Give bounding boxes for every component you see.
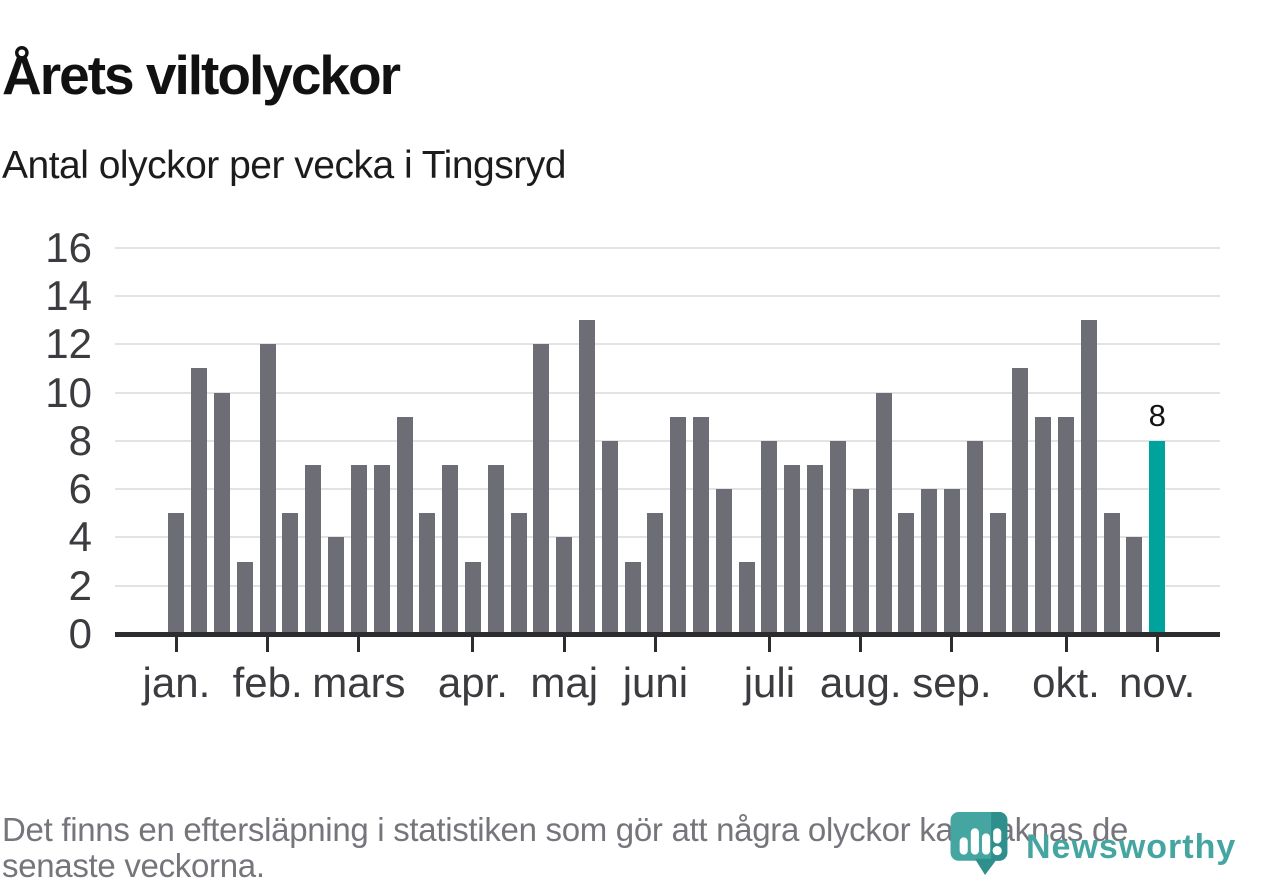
bar-week-30 bbox=[829, 440, 846, 634]
x-axis-label-nov: nov. bbox=[1119, 659, 1196, 706]
gridline-y-14 bbox=[115, 294, 1220, 297]
y-axis-label-2: 2 bbox=[68, 561, 92, 609]
bar-week-21 bbox=[624, 561, 641, 634]
x-axis-tick-maj bbox=[562, 637, 566, 652]
x-axis-label-okt: okt. bbox=[1032, 659, 1100, 706]
bar-week-40 bbox=[1058, 416, 1074, 634]
bar-week-18 bbox=[556, 537, 573, 634]
bar-week-14 bbox=[464, 561, 481, 634]
x-axis-label-jan: jan. bbox=[142, 659, 211, 706]
bar-week-9 bbox=[350, 465, 367, 634]
y-axis-label-4: 4 bbox=[68, 513, 92, 561]
bar-week-8 bbox=[328, 537, 345, 634]
x-axis-tick-mars bbox=[357, 637, 361, 652]
y-axis-label-6: 6 bbox=[68, 465, 92, 513]
y-axis-label-8: 8 bbox=[68, 416, 92, 464]
bar-week-37 bbox=[989, 513, 1006, 635]
bar-week-39 bbox=[1035, 416, 1052, 634]
bar-week-13 bbox=[442, 465, 459, 634]
newsworthy-speech-bubble-barchart-icon bbox=[950, 812, 1008, 875]
x-axis-label-feb: feb. bbox=[232, 659, 303, 706]
bar-week-28 bbox=[784, 465, 801, 634]
highlight-value-label: 8 bbox=[1148, 397, 1166, 433]
page-title: Årets viltolyckor bbox=[2, 43, 401, 106]
gridline-y-8 bbox=[115, 439, 1220, 442]
bar-week-15 bbox=[487, 465, 504, 634]
x-axis-label-mars: mars bbox=[312, 659, 406, 706]
bar-week-34 bbox=[921, 489, 938, 634]
bar-week-35 bbox=[943, 489, 960, 634]
bar-week-4 bbox=[236, 561, 253, 634]
gridline-y-16 bbox=[115, 246, 1220, 249]
y-axis-label-16: 16 bbox=[45, 223, 92, 271]
bar-week-38 bbox=[1012, 368, 1029, 634]
bar-week-29 bbox=[807, 465, 824, 634]
y-axis-label-14: 14 bbox=[45, 271, 92, 319]
x-axis-line bbox=[115, 632, 1220, 637]
x-axis-tick-feb bbox=[266, 637, 270, 652]
bar-week-24 bbox=[693, 416, 709, 634]
bar-week-12 bbox=[419, 513, 436, 635]
x-axis-label-juni: juni bbox=[622, 659, 689, 706]
bar-week-43 bbox=[1126, 537, 1143, 634]
y-axis-label-12: 12 bbox=[45, 320, 92, 368]
bar-week-16 bbox=[510, 513, 527, 635]
chart-subtitle: Antal olyckor per vecka i Tingsryd bbox=[2, 144, 566, 187]
gridline-y-10 bbox=[115, 391, 1220, 394]
gridline-y-2 bbox=[115, 584, 1220, 587]
bar-week-42 bbox=[1103, 513, 1120, 635]
x-axis-label-aug: aug. bbox=[819, 659, 902, 706]
bar-week-3 bbox=[214, 392, 230, 634]
footnote: Det finns en eftersläpning i statistiken… bbox=[2, 811, 1129, 884]
bar-week-11 bbox=[396, 416, 413, 634]
gridline-y-6 bbox=[115, 488, 1220, 491]
x-axis-tick-apr bbox=[471, 637, 475, 652]
x-axis-label-maj: maj bbox=[530, 659, 599, 706]
bar-week-36 bbox=[966, 440, 983, 634]
bar-week-17 bbox=[533, 344, 550, 634]
bar-week-23 bbox=[670, 416, 687, 634]
bar-week-7 bbox=[305, 465, 322, 634]
bar-week-44 bbox=[1149, 440, 1166, 634]
bar-week-2 bbox=[191, 368, 208, 634]
x-axis-tick-juni bbox=[653, 637, 657, 652]
bar-week-1 bbox=[168, 513, 185, 635]
bar-week-5 bbox=[259, 344, 276, 634]
x-axis-tick-juli bbox=[767, 637, 771, 652]
gridline-y-12 bbox=[115, 343, 1220, 346]
bar-week-33 bbox=[898, 513, 915, 635]
x-axis-label-sep: sep. bbox=[912, 659, 992, 706]
bar-week-6 bbox=[282, 513, 299, 635]
brand-name: Newsworthy bbox=[1026, 828, 1237, 866]
bar-week-25 bbox=[715, 489, 732, 634]
bar-week-31 bbox=[852, 489, 869, 634]
bar-week-20 bbox=[601, 440, 618, 634]
bar-week-32 bbox=[875, 392, 892, 634]
bar-week-10 bbox=[373, 465, 390, 634]
x-axis-tick-sep bbox=[950, 637, 954, 652]
x-axis-tick-jan bbox=[174, 637, 178, 652]
bar-week-27 bbox=[761, 440, 778, 634]
x-axis-tick-okt bbox=[1064, 637, 1068, 652]
x-axis-tick-aug bbox=[859, 637, 863, 652]
x-axis-label-juli: juli bbox=[743, 659, 796, 706]
bar-week-41 bbox=[1080, 320, 1097, 634]
x-axis-label-apr: apr. bbox=[437, 659, 508, 706]
bar-week-26 bbox=[738, 561, 755, 634]
x-axis-tick-nov bbox=[1155, 637, 1159, 652]
newsworthy-brand-logo: Newsworthy bbox=[948, 810, 1236, 877]
bar-week-22 bbox=[647, 513, 664, 635]
gridline-y-4 bbox=[115, 536, 1220, 539]
bar-week-19 bbox=[579, 320, 595, 634]
y-axis-label-0: 0 bbox=[68, 610, 92, 657]
y-axis-label-10: 10 bbox=[45, 368, 92, 416]
